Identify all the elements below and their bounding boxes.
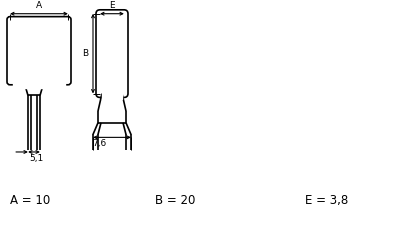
Text: B = 20: B = 20 — [155, 194, 195, 207]
Text: B: B — [82, 49, 88, 58]
Text: A = 10: A = 10 — [10, 194, 50, 207]
Text: E: E — [109, 1, 115, 10]
Bar — [102, 92, 122, 99]
FancyBboxPatch shape — [96, 10, 128, 97]
Bar — [13, 80, 65, 88]
Text: A: A — [36, 1, 42, 10]
Text: 7,6: 7,6 — [92, 139, 106, 148]
FancyBboxPatch shape — [7, 17, 71, 85]
Text: 5,1: 5,1 — [29, 154, 43, 163]
Text: E = 3,8: E = 3,8 — [305, 194, 348, 207]
